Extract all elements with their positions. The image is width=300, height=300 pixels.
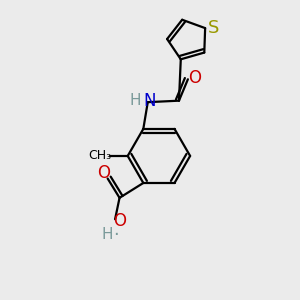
- Text: CH₃: CH₃: [88, 149, 111, 162]
- Text: O: O: [97, 164, 110, 182]
- Text: O: O: [113, 212, 126, 230]
- Text: H: H: [130, 93, 141, 108]
- Text: N: N: [143, 92, 155, 110]
- Text: O: O: [188, 69, 201, 87]
- Text: ·: ·: [114, 226, 119, 244]
- Text: H: H: [101, 227, 112, 242]
- Text: S: S: [208, 19, 219, 37]
